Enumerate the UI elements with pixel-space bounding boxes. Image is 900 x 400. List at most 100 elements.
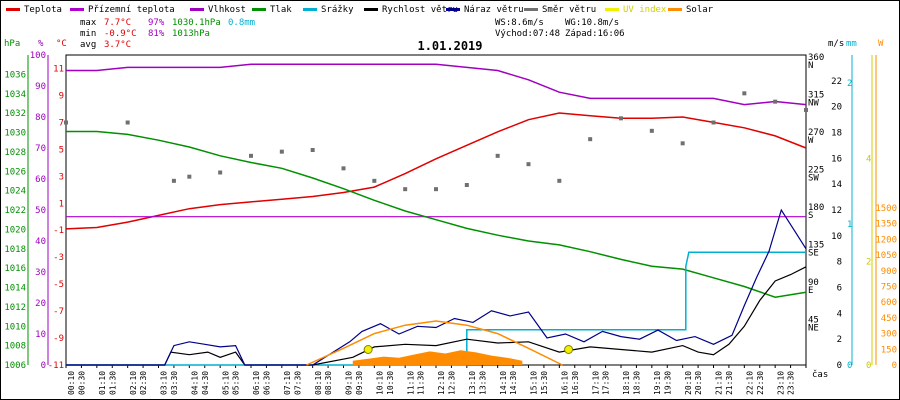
humidity-unit: % [38, 39, 44, 49]
wind-dir-tick: 180 [808, 203, 824, 213]
stats-avg-label: avg [80, 40, 96, 50]
x-tick-label: 07:10 [283, 371, 292, 395]
solar-tick: 0 [892, 361, 897, 371]
wind-dir-point [434, 187, 438, 192]
pressure-tick: 1006 [4, 361, 26, 371]
wind-dir-point [773, 99, 778, 104]
wind-dir-tick: S [808, 211, 813, 221]
series-teplota [65, 112, 807, 230]
solar-tick: 600 [881, 298, 897, 308]
uv-tick: 2 [866, 258, 871, 268]
humidity-tick: 60 [35, 175, 46, 185]
x-tick-label: 03:10 [160, 371, 169, 395]
x-tick-label: 02:30 [139, 371, 148, 395]
wind-speed-tick: 20 [831, 103, 842, 113]
wind-dir-point [372, 178, 377, 183]
wind-dir-tick: 270 [808, 128, 824, 138]
wind-dir-tick: W [808, 136, 814, 146]
solar-tick: 300 [881, 330, 897, 340]
legend-label: Rychlost větru [382, 5, 458, 15]
x-axis: 00:10 00:30 01:10 01:30 02:10 02:30 03:10 03:30… [67, 369, 828, 395]
legend-label: Náraz větru [464, 5, 524, 15]
wind-dir-point [711, 120, 716, 125]
wind-dir-tick: 315 [808, 91, 824, 101]
x-tick-label: 14:10 [499, 371, 508, 395]
rain-tick: 1 [847, 220, 852, 230]
x-tick-label: 09:10 [345, 371, 354, 395]
uv-tick: 4 [866, 154, 871, 164]
temperature-tick: -7 [53, 307, 64, 317]
legend-swatch [6, 8, 20, 11]
temperature-tick: -5 [53, 280, 64, 290]
temperature-tick: 11 [53, 64, 64, 74]
temperature-tick: -9 [53, 334, 64, 344]
x-tick-label: 08:30 [324, 371, 333, 395]
rain-unit: mm [846, 39, 857, 49]
stats-sunset: Západ:16:06 [565, 29, 625, 39]
legend-swatch [303, 8, 317, 11]
x-tick-label: 10:30 [386, 371, 395, 395]
temperature-tick: 1 [59, 199, 64, 209]
legend: Teplota Přízemní teplota Vlhkost Tlak Srážky… [6, 5, 714, 15]
pressure-tick: 1010 [4, 322, 26, 332]
x-tick-label: 13:10 [468, 371, 477, 395]
x-tick-label: 06:30 [262, 371, 271, 395]
x-tick-label: 00:30 [77, 371, 86, 395]
pressure-tick: 1022 [4, 206, 26, 216]
wind-dir-point [403, 187, 408, 192]
legend-label: UV index [623, 5, 667, 15]
uv-index-point [363, 345, 373, 354]
x-tick-label: 20:10 [684, 371, 693, 395]
x-tick-label: 19:30 [663, 371, 672, 395]
stats-sunrise: Východ:07:48 [495, 29, 560, 39]
x-tick-label: 14:30 [509, 371, 518, 395]
wind-speed-tick: 16 [831, 154, 842, 164]
legend-swatch [70, 8, 84, 11]
wind-dir-point [742, 91, 747, 96]
wind-dir-point [680, 141, 685, 146]
pressure-tick: 1024 [4, 187, 26, 197]
x-tick-label: 23:10 [776, 371, 785, 395]
wind-speed-tick: 14 [831, 180, 842, 190]
stats-max-label: max [80, 18, 97, 28]
stats-min-temp: -0.9°C [104, 29, 137, 39]
temperature-tick: -11 [48, 361, 64, 371]
wind-dir-point [125, 120, 130, 125]
solar-tick: 450 [881, 314, 897, 324]
temperature-unit: °C [56, 39, 67, 49]
series-rychlost-v-tru [66, 266, 807, 366]
wind-dir-point [64, 120, 68, 125]
wind-dir-point [218, 170, 223, 175]
wind-dir-tick: 360 [808, 53, 824, 63]
pressure-tick: 1032 [4, 109, 26, 119]
wind-dir-tick: SW [808, 174, 819, 184]
series-tlak [66, 130, 807, 298]
x-tick-label: 12:10 [437, 371, 446, 395]
wind-speed-unit: m/s [828, 39, 844, 49]
legend-swatch [605, 8, 619, 11]
chart-title: 1.01.2019 [417, 39, 482, 53]
x-tick-label: 03:30 [170, 371, 179, 395]
x-tick-label: 01:30 [108, 371, 117, 395]
x-tick-label: 19:10 [653, 371, 662, 395]
wind-speed-tick: 4 [837, 309, 842, 319]
stats-min-press: 1013hPa [172, 29, 210, 39]
x-tick-label: 09:30 [355, 371, 364, 395]
wind-dir-tick: NE [808, 324, 819, 334]
humidity-tick: 20 [35, 299, 46, 309]
wind-dir-point [249, 153, 253, 158]
series-solar-line [306, 320, 563, 366]
humidity-tick: 100 [30, 51, 46, 61]
wind-dir-point [187, 174, 192, 179]
x-tick-label: 23:30 [787, 371, 796, 395]
series-vlhkost [66, 63, 807, 106]
wind-dir-point [804, 108, 808, 112]
stats-min-label: min [80, 29, 96, 39]
stats-max-temp: 7.7°C [104, 18, 131, 28]
pressure-tick: 1014 [4, 284, 26, 294]
x-tick-label: 07:30 [293, 371, 302, 395]
x-tick-label: 00:10 [67, 371, 76, 395]
stats-max-rain: 0.8mm [228, 18, 255, 28]
pressure-tick: 1026 [4, 167, 26, 177]
x-tick-label: 05:30 [232, 371, 241, 395]
